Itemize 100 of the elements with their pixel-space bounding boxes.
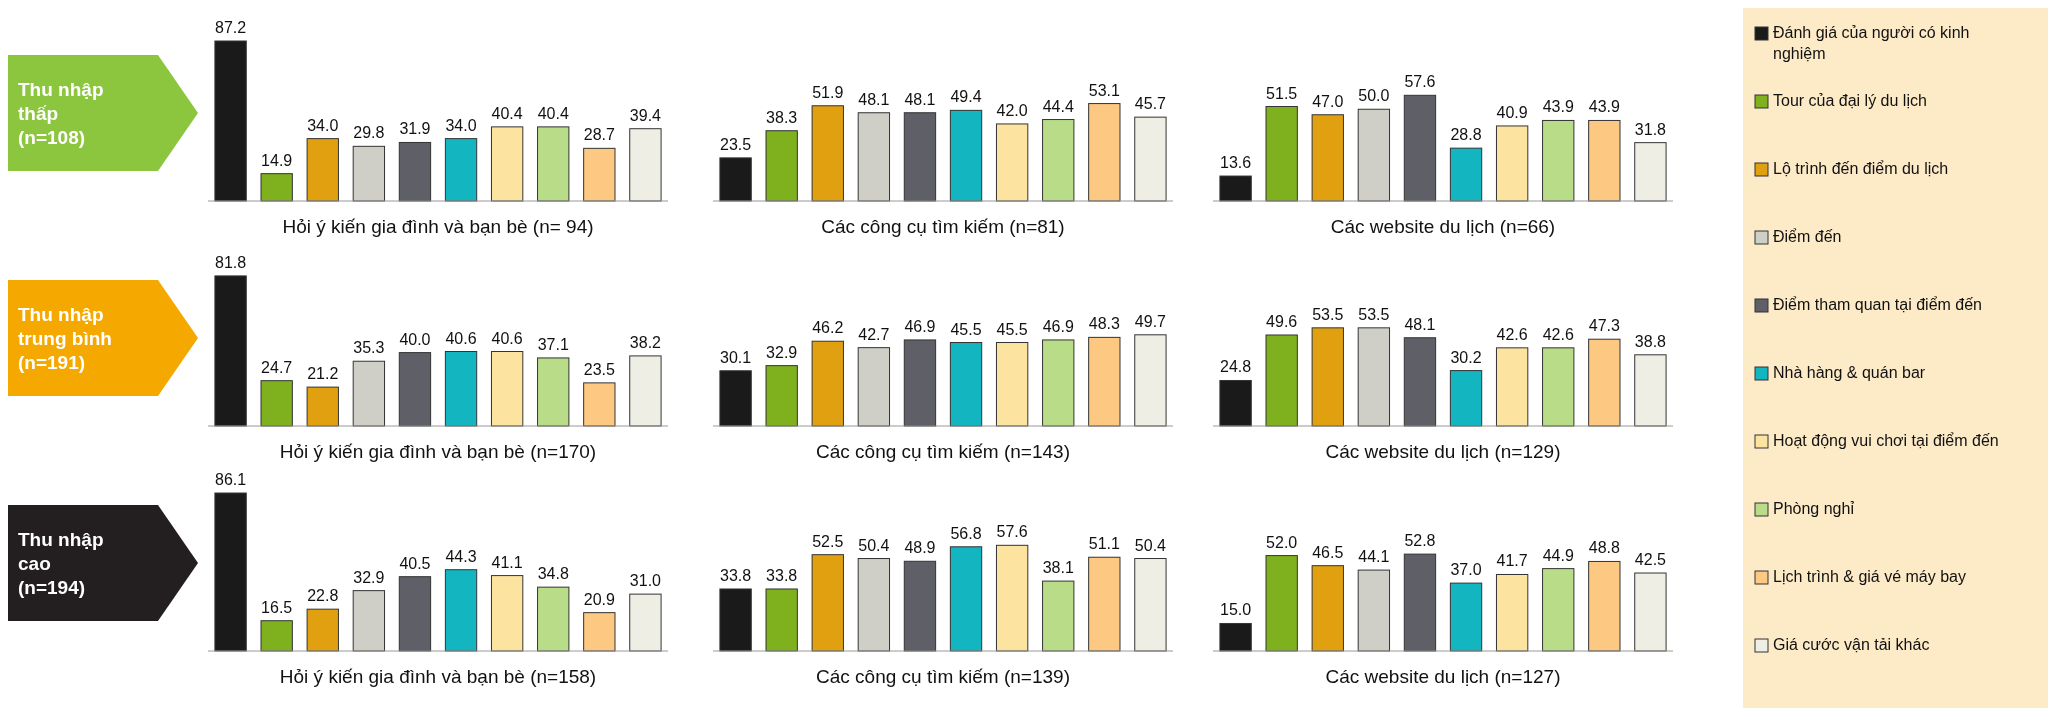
bar bbox=[306, 608, 339, 652]
bar bbox=[490, 126, 524, 202]
data-label: 28.7 bbox=[583, 126, 615, 144]
category-label: Hoạt động vui chơi tại điểm đến bbox=[1773, 432, 1999, 449]
bar bbox=[352, 590, 386, 652]
data-label: 40.6 bbox=[445, 329, 477, 347]
data-label: 32.9 bbox=[766, 343, 798, 361]
bar bbox=[1542, 568, 1575, 652]
bar bbox=[1403, 553, 1437, 652]
data-label: 33.8 bbox=[720, 566, 752, 584]
bar bbox=[444, 351, 478, 427]
bar bbox=[1134, 116, 1167, 202]
bar bbox=[1265, 555, 1298, 652]
data-label: 42.5 bbox=[1634, 551, 1667, 569]
bar bbox=[1042, 119, 1075, 202]
data-label: 37.0 bbox=[1450, 561, 1482, 579]
bar bbox=[1588, 119, 1621, 202]
bar bbox=[1357, 108, 1391, 202]
data-label: 14.9 bbox=[261, 151, 293, 169]
data-label: 44.4 bbox=[1042, 97, 1074, 115]
data-label: 16.5 bbox=[261, 598, 293, 616]
bar bbox=[1634, 354, 1667, 427]
bar bbox=[583, 147, 616, 202]
bar bbox=[490, 575, 524, 652]
category-label: Nhà hàng & quán bar bbox=[1773, 364, 1926, 381]
data-label: 50.4 bbox=[858, 536, 890, 554]
bar bbox=[1311, 114, 1344, 202]
data-label: 44.1 bbox=[1358, 548, 1390, 566]
bar bbox=[214, 275, 247, 427]
bar bbox=[398, 576, 432, 652]
data-label: 45.7 bbox=[1134, 95, 1167, 113]
bar bbox=[1634, 142, 1667, 202]
bar bbox=[398, 352, 432, 427]
data-label: 53.5 bbox=[1312, 305, 1344, 323]
data-label: 56.8 bbox=[950, 524, 982, 542]
bar bbox=[306, 386, 339, 427]
data-label: 39.4 bbox=[629, 106, 662, 124]
bar bbox=[1219, 175, 1252, 202]
data-label: 44.3 bbox=[445, 547, 477, 565]
category-label: Điểm đến bbox=[1773, 228, 1842, 245]
data-label: 38.8 bbox=[1634, 332, 1667, 350]
data-label: 33.8 bbox=[766, 566, 798, 584]
data-label: 37.1 bbox=[537, 335, 569, 353]
x-axis-title: Các công cụ tìm kiếm (n=81) bbox=[821, 216, 1065, 237]
bar bbox=[1449, 370, 1483, 427]
data-label: 47.0 bbox=[1312, 92, 1344, 110]
bar bbox=[1495, 573, 1529, 652]
bar bbox=[949, 342, 983, 427]
data-label: 40.5 bbox=[399, 554, 431, 572]
bar bbox=[306, 138, 339, 202]
bar bbox=[1265, 106, 1298, 202]
bar bbox=[719, 370, 752, 427]
data-label: 53.5 bbox=[1358, 305, 1390, 323]
bar bbox=[903, 112, 937, 202]
data-label: 57.6 bbox=[996, 523, 1028, 541]
data-label: 38.3 bbox=[766, 108, 798, 126]
data-label: 57.6 bbox=[1404, 73, 1436, 91]
data-label: 30.2 bbox=[1450, 348, 1482, 366]
bar bbox=[719, 157, 752, 202]
text: Thu nhập cao (n=194) bbox=[18, 529, 104, 598]
bar bbox=[811, 554, 844, 652]
data-label: 50.4 bbox=[1134, 536, 1167, 554]
data-label: 21.2 bbox=[307, 365, 339, 383]
bar bbox=[629, 593, 662, 652]
bar bbox=[1134, 334, 1167, 427]
data-label: 87.2 bbox=[215, 19, 247, 36]
data-label: 35.3 bbox=[353, 339, 385, 357]
data-label: 34.0 bbox=[445, 116, 477, 134]
data-label: 31.9 bbox=[399, 120, 431, 138]
x-axis-title: Các website du lịch (n=129) bbox=[1325, 441, 1561, 462]
bar bbox=[583, 382, 616, 427]
data-label: 51.5 bbox=[1266, 84, 1298, 102]
bar bbox=[1088, 556, 1121, 652]
data-label: 42.6 bbox=[1542, 325, 1574, 343]
x-axis-title: Hỏi ý kiến gia đình và bạn bè (n=170) bbox=[279, 441, 597, 462]
bar bbox=[1542, 347, 1575, 427]
bar bbox=[995, 544, 1029, 652]
data-label: 81.8 bbox=[215, 253, 247, 271]
x-axis-title: Các website du lịch (n=66) bbox=[1330, 216, 1556, 237]
data-label: 48.8 bbox=[1588, 539, 1620, 557]
bar bbox=[1403, 94, 1437, 202]
bar bbox=[629, 355, 662, 427]
bar bbox=[537, 586, 570, 652]
bar bbox=[1588, 338, 1621, 427]
x-axis-title: Hỏi ý kiến gia đình và bạn bè (n= 94) bbox=[282, 216, 594, 237]
bar bbox=[260, 620, 293, 652]
data-label: 38.2 bbox=[629, 333, 662, 351]
data-label: 28.8 bbox=[1450, 126, 1482, 144]
bar bbox=[1357, 569, 1391, 652]
bar bbox=[583, 612, 616, 652]
bar bbox=[444, 138, 478, 202]
data-label: 42.7 bbox=[858, 325, 890, 343]
data-label: 48.1 bbox=[1404, 315, 1436, 333]
bar bbox=[260, 380, 293, 427]
bar bbox=[214, 492, 247, 652]
bar bbox=[765, 588, 798, 652]
data-label: 51.9 bbox=[812, 83, 844, 101]
bar bbox=[1042, 580, 1075, 652]
bar bbox=[765, 365, 798, 427]
bar bbox=[1134, 558, 1167, 652]
